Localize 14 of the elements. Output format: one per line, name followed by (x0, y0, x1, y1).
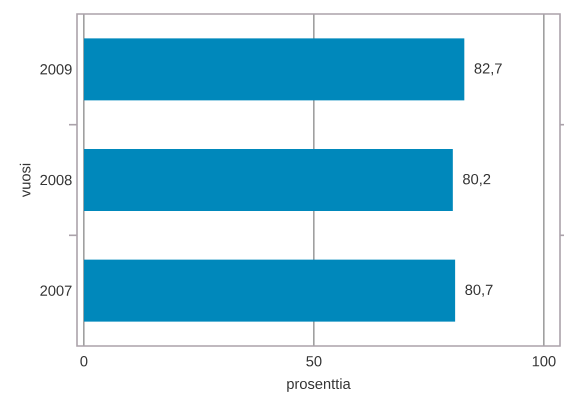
data-label: 80,2 (463, 174, 490, 186)
data-label: 80,7 (465, 284, 493, 297)
y-axis-title: vuosi (20, 164, 31, 198)
data-label: 82,7 (474, 63, 502, 76)
bar (84, 38, 464, 100)
bar (84, 260, 456, 322)
y-tick-label: 2008 (40, 174, 72, 186)
x-tick-label: 0 (80, 356, 88, 366)
bar (84, 149, 453, 211)
x-tick-label: 50 (306, 356, 322, 366)
x-axis-title: prosenttia (287, 378, 351, 392)
y-tick-label: 2007 (40, 285, 72, 296)
y-tick-label: 2009 (40, 64, 72, 75)
x-tick-label: 100 (532, 356, 556, 366)
